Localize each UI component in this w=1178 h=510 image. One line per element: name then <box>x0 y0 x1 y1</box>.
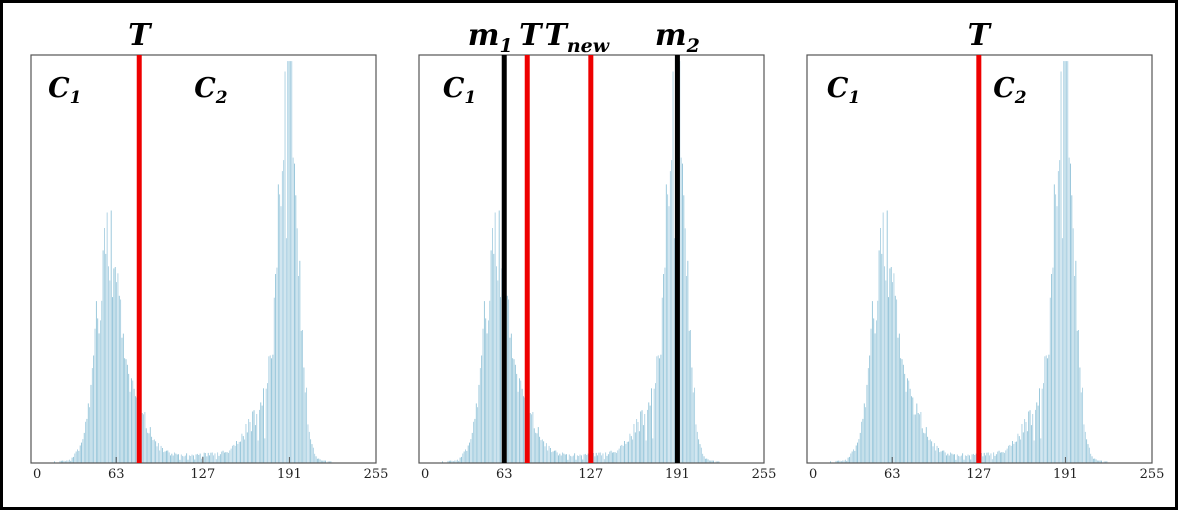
histogram-svg-2: 0 63 127 191 255 m1 T Tnew m2 C1 <box>418 18 777 482</box>
histogram-panel-middle: 0 63 127 191 255 m1 T Tnew m2 C1 <box>399 3 779 507</box>
x-tick-label: 255 <box>1140 467 1165 482</box>
histogram-panel-right: 0 63 127 191 255 T C1 C2 <box>787 3 1167 507</box>
class-label-C1: C1 <box>827 73 860 108</box>
x-tick-label: 0 <box>33 467 41 482</box>
histogram-svg-1: 0 63 127 191 255 T C1 C2 <box>30 18 389 482</box>
threshold-label-T: T <box>968 18 993 53</box>
x-tick-label: 0 <box>421 467 429 482</box>
histogram-panel-left: 0 63 127 191 255 T C1 C2 <box>11 3 391 507</box>
x-tick-label: 63 <box>108 467 125 482</box>
x-tick-label: 255 <box>752 467 777 482</box>
histogram-bars <box>54 61 332 464</box>
x-tick-label: 127 <box>578 467 603 482</box>
threshold-label-m1: m1 <box>468 18 513 57</box>
class-label-C1: C1 <box>443 73 476 108</box>
class-label-C2: C2 <box>194 73 228 108</box>
x-tick-label: 127 <box>190 467 215 482</box>
x-tick-label: 191 <box>1053 467 1078 482</box>
threshold-label-T: T <box>519 18 544 53</box>
threshold-label-m2: m2 <box>655 18 700 57</box>
x-tick-label: 63 <box>884 467 901 482</box>
x-tick-label: 191 <box>277 467 302 482</box>
x-tick-label: 127 <box>966 467 991 482</box>
threshold-label-T: T <box>128 18 153 53</box>
histogram-svg-3: 0 63 127 191 255 T C1 C2 <box>806 18 1165 482</box>
x-tick-label: 255 <box>364 467 389 482</box>
x-tick-label: 63 <box>496 467 513 482</box>
threshold-label-Tnew: Tnew <box>545 18 610 57</box>
histogram-bars <box>830 61 1108 464</box>
class-label-C1: C1 <box>48 73 81 108</box>
class-label-C2: C2 <box>993 73 1027 108</box>
plot-box <box>30 54 377 464</box>
x-tick-label: 0 <box>809 467 817 482</box>
x-tick-label: 191 <box>665 467 690 482</box>
